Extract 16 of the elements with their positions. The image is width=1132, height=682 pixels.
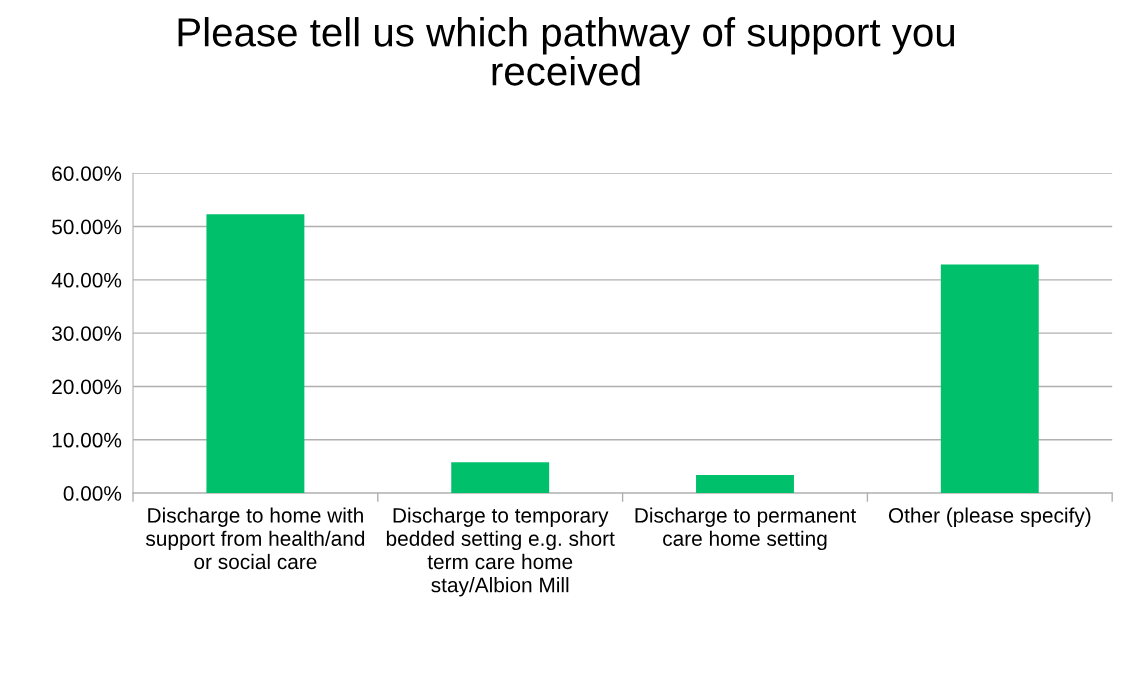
- x-tick-label: Discharge to permanent care home setting: [635, 507, 857, 551]
- y-tick-label: 40.00%: [51, 272, 122, 288]
- y-tick-label: 0.00%: [63, 486, 122, 501]
- bar: [940, 264, 1039, 494]
- x-tick-label: Other (please specify): [888, 507, 1091, 527]
- chart-title: Please tell us which pathway of support you received: [178, 17, 955, 86]
- bar: [696, 474, 794, 494]
- y-tick-label: 60.00%: [52, 166, 122, 181]
- y-tick-label: 20.00%: [52, 379, 122, 395]
- y-tick-label: 50.00%: [52, 219, 122, 235]
- bar: [206, 214, 305, 494]
- y-tick-label: 10.00%: [52, 432, 122, 448]
- bar: [451, 462, 550, 494]
- y-tick-label: 30.00%: [52, 326, 122, 341]
- x-tick-label: Discharge to temporary bedded setting e.g. short term care home stay/Albion Mill: [386, 507, 615, 597]
- x-tick-label: Discharge to home with support from health/and or social care: [145, 507, 365, 570]
